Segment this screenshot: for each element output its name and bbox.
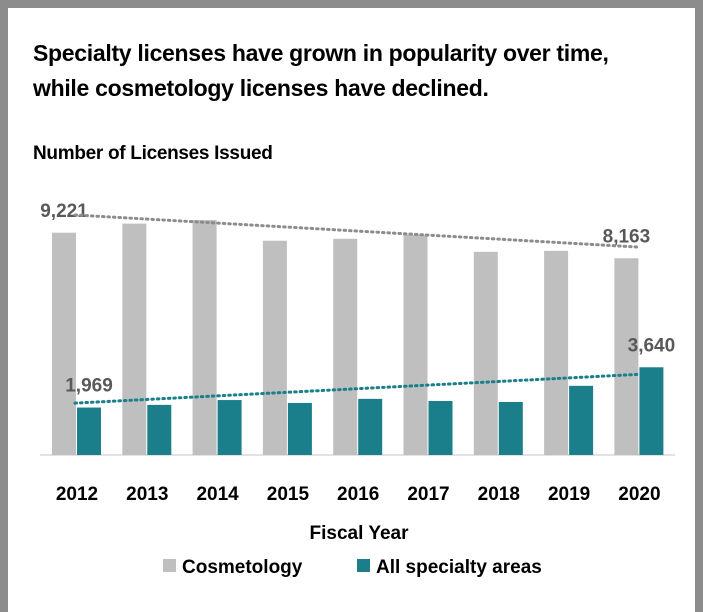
chart-subtitle: Number of Licenses Issued xyxy=(33,143,273,164)
data-label: 8,163 xyxy=(603,226,651,247)
bar xyxy=(333,238,358,455)
trendline xyxy=(73,213,641,249)
bar xyxy=(358,398,383,455)
bar xyxy=(569,385,594,455)
bar xyxy=(403,234,428,455)
legend-swatch xyxy=(357,559,370,572)
bar xyxy=(52,232,76,455)
x-tick-label: 2012 xyxy=(56,484,98,505)
x-tick-label: 2015 xyxy=(267,484,310,505)
x-tick-label: 2014 xyxy=(196,484,239,505)
bar xyxy=(287,402,312,455)
legend-swatch xyxy=(163,559,176,572)
bar xyxy=(544,250,569,455)
x-tick-label: 2020 xyxy=(618,484,660,505)
bar xyxy=(122,223,147,455)
x-tick-label: 2013 xyxy=(126,484,168,505)
x-tick-label: 2019 xyxy=(548,484,590,505)
bar xyxy=(147,404,172,455)
trendline xyxy=(73,372,641,405)
data-label: 3,640 xyxy=(628,335,676,356)
x-tick-label: 2017 xyxy=(407,484,449,505)
bar xyxy=(614,258,639,455)
x-axis-label: Fiscal Year xyxy=(310,523,410,544)
data-label: 9,221 xyxy=(40,201,88,222)
bar xyxy=(639,367,664,455)
bar xyxy=(428,401,453,455)
legend-label: All specialty areas xyxy=(376,557,542,578)
bar xyxy=(262,240,287,455)
bar xyxy=(217,400,242,455)
bar xyxy=(77,407,101,455)
bar xyxy=(473,251,498,455)
bar xyxy=(192,220,217,455)
chart-title: Specialty licenses have grown in popular… xyxy=(33,40,609,66)
bar xyxy=(498,401,523,455)
data-label: 1,969 xyxy=(65,376,113,397)
x-tick-label: 2016 xyxy=(337,484,379,505)
chart-title: while cosmetology licenses have declined… xyxy=(32,75,489,101)
legend-label: Cosmetology xyxy=(182,557,303,578)
x-tick-label: 2018 xyxy=(478,484,520,505)
